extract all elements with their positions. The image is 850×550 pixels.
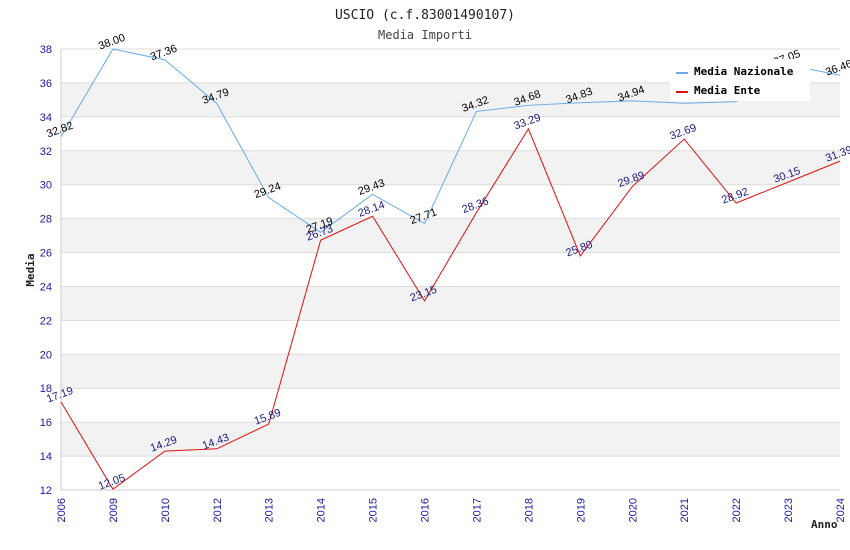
y-tick-label: 14 xyxy=(40,451,52,463)
grid-bands xyxy=(61,49,840,490)
y-tick-label: 34 xyxy=(40,112,52,124)
y-tick-label: 16 xyxy=(40,417,52,429)
x-tick-label: 2006 xyxy=(56,498,68,522)
x-tick-label: 2013 xyxy=(264,498,276,522)
x-tick-label: 2012 xyxy=(212,498,224,522)
chart-subtitle: Media Importi xyxy=(378,28,472,42)
x-tick-label: 2010 xyxy=(160,498,172,522)
y-tick-label: 32 xyxy=(40,146,52,158)
x-tick-label: 2019 xyxy=(575,498,587,522)
y-tick-label: 18 xyxy=(40,383,52,395)
x-tick-label: 2022 xyxy=(731,498,743,522)
series-lines xyxy=(60,48,841,490)
legend: Media Nazionale Media Ente xyxy=(670,59,810,101)
y-tick-label: 30 xyxy=(40,180,52,192)
x-tick-label: 2017 xyxy=(471,498,483,522)
x-tick-label: 2015 xyxy=(368,498,380,522)
grid-band xyxy=(61,252,840,287)
x-axis-label: Anno xyxy=(811,518,838,531)
x-tick-label: 2020 xyxy=(627,498,639,522)
y-tick-label: 28 xyxy=(40,214,52,226)
grid-band xyxy=(61,286,840,321)
grid-band xyxy=(61,388,840,423)
legend-label-nazionale: Media Nazionale xyxy=(694,65,794,78)
legend-label-ente: Media Ente xyxy=(694,84,761,97)
series-line-media-ente xyxy=(60,127,841,490)
grid-band xyxy=(61,184,840,219)
chart-title: USCIO (c.f.83001490107) xyxy=(335,8,515,23)
grid-band xyxy=(61,218,840,253)
x-tick-label: 2016 xyxy=(420,498,432,522)
y-tick-label: 12 xyxy=(40,485,52,497)
grid-band xyxy=(61,456,840,490)
y-tick-label: 26 xyxy=(40,248,52,260)
y-axis-label: Media xyxy=(24,253,37,286)
x-tick-label: 2021 xyxy=(679,498,691,522)
series-line-media-nazionale xyxy=(60,48,841,233)
grid-band xyxy=(61,116,840,151)
axes xyxy=(60,49,840,491)
x-tick-label: 2014 xyxy=(316,498,328,522)
y-tick-label: 20 xyxy=(40,349,52,361)
x-tick-label: 2024 xyxy=(835,498,847,522)
grid-band xyxy=(61,354,840,389)
x-tick-labels: 2006 2009 2010 2012 2013 2014 2015 2016 2017 2018… xyxy=(56,498,847,522)
x-tick-label: 2009 xyxy=(108,498,120,522)
x-tick-label: 2018 xyxy=(523,498,535,522)
legend-background xyxy=(670,59,810,101)
y-tick-label: 36 xyxy=(40,78,52,90)
y-tick-label: 22 xyxy=(40,315,52,327)
y-tick-label: 24 xyxy=(40,281,52,293)
x-tick-label: 2023 xyxy=(783,498,795,522)
y-tick-labels: 12 14 16 18 20 22 24 26 28 30 32 34 36 38 xyxy=(40,44,52,497)
grid-band xyxy=(61,320,840,355)
y-tick-label: 38 xyxy=(40,44,52,56)
